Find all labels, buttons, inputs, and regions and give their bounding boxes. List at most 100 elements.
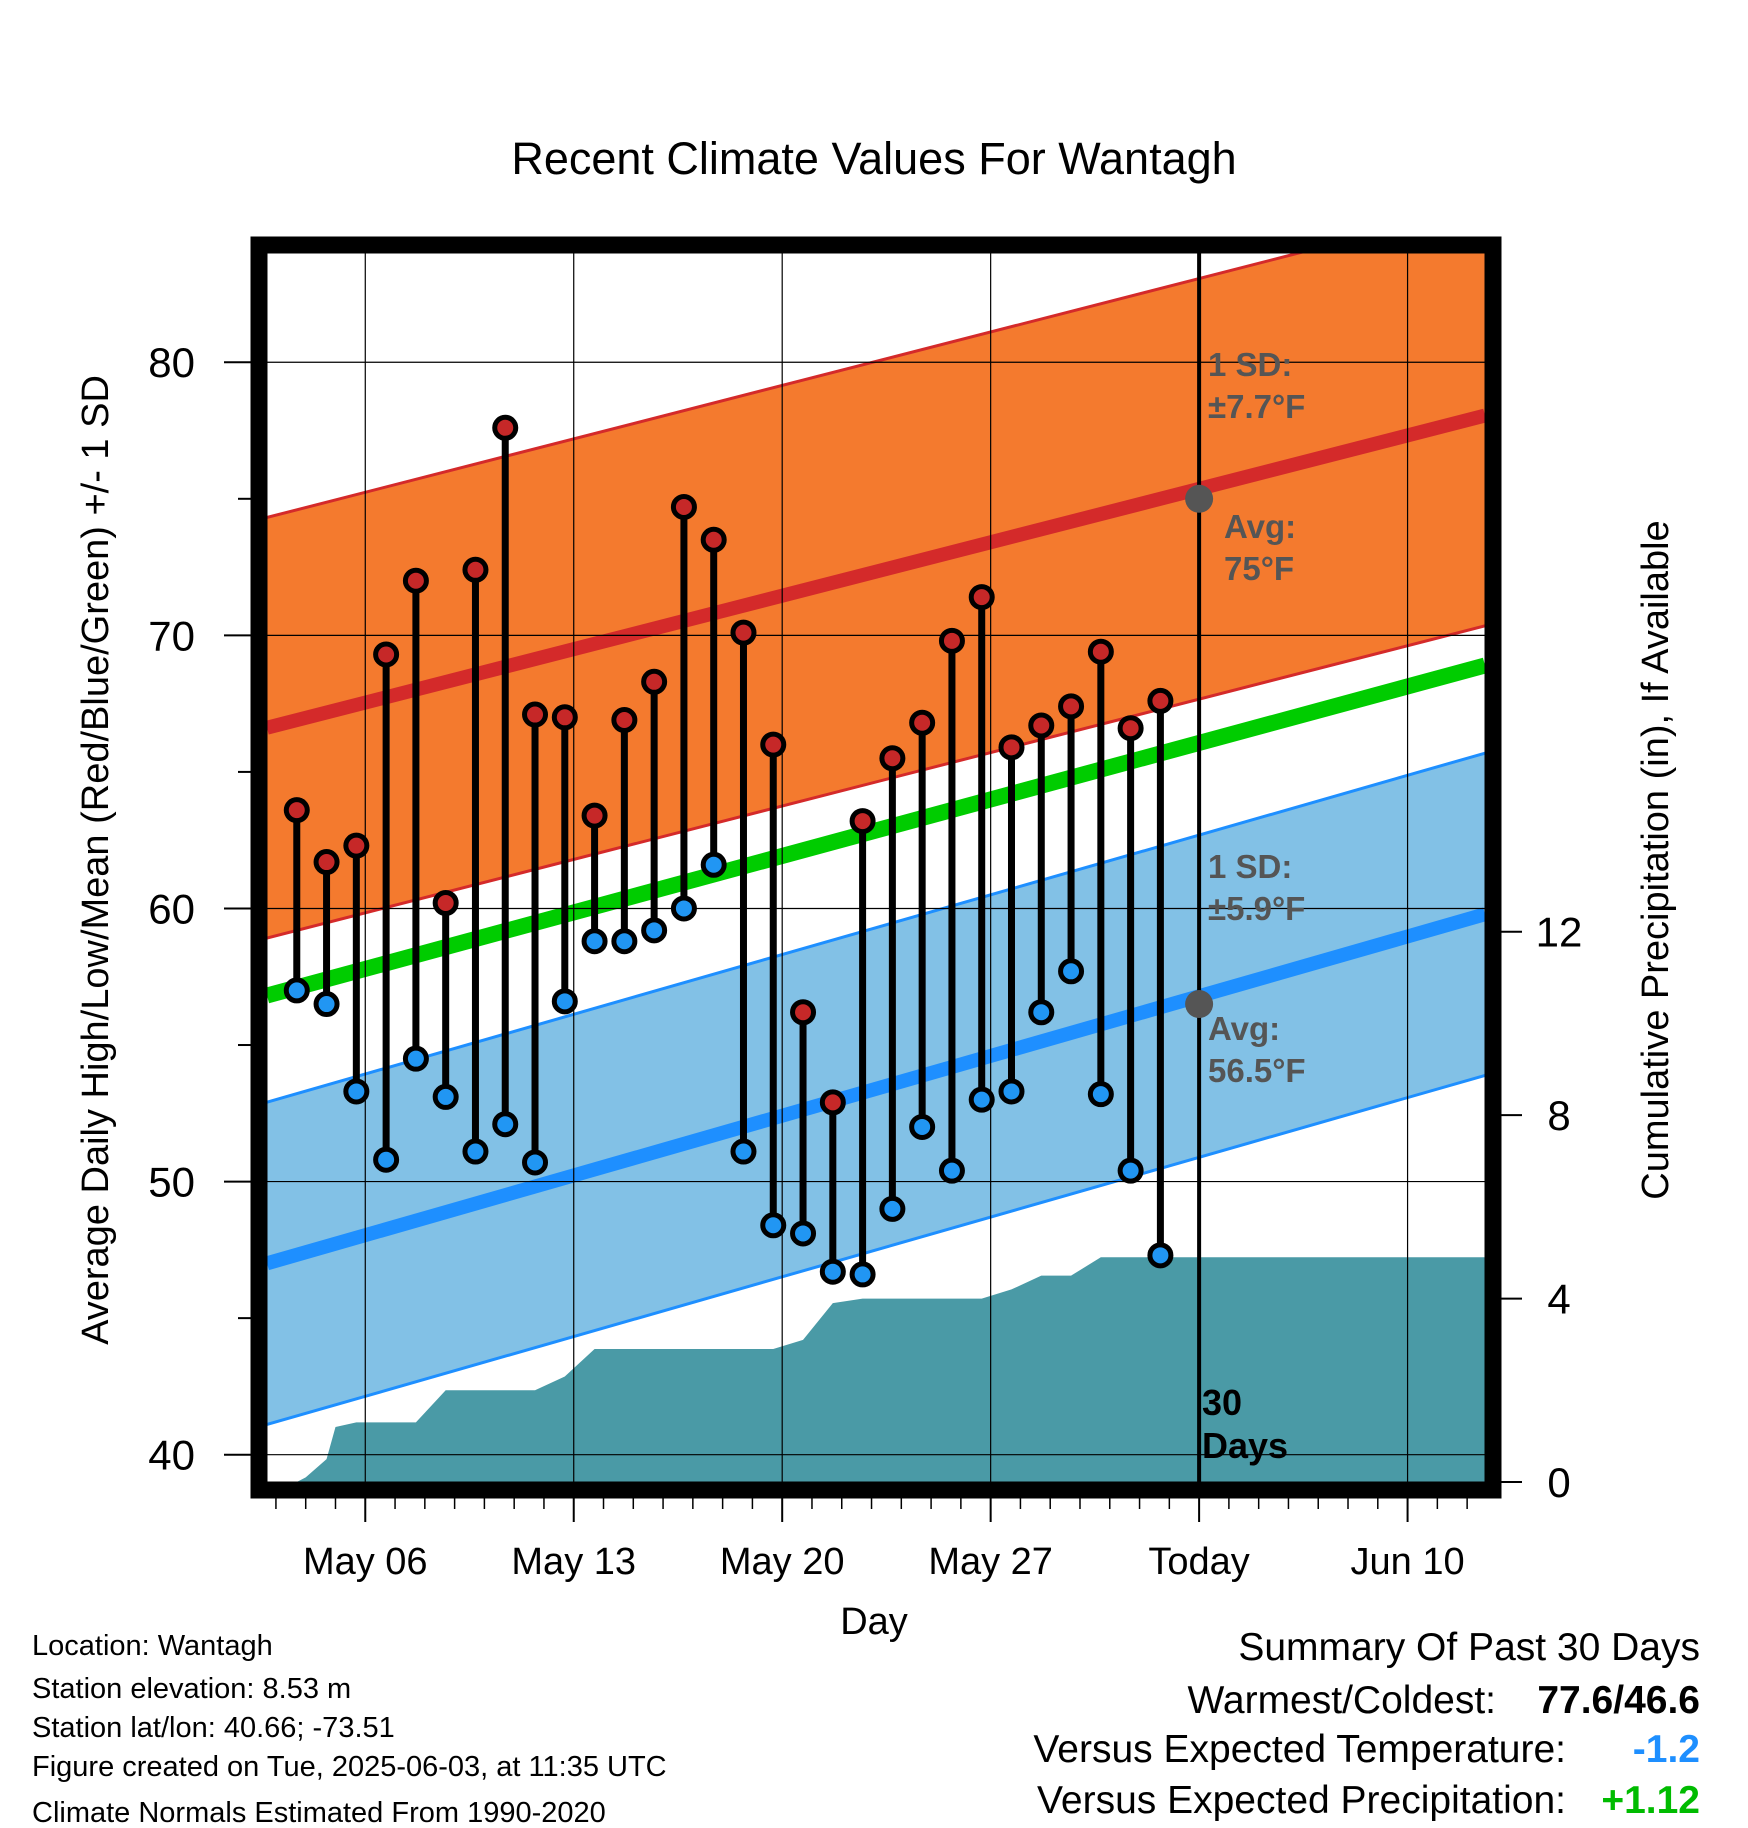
annotation-high-sd-value: ±7.7°F: [1208, 388, 1305, 425]
daily-low-point: [968, 1086, 995, 1113]
y-tick-label-left: 70: [148, 612, 195, 659]
data-marks: [283, 243, 1214, 1482]
annotation-days-label: Days: [1202, 1425, 1288, 1466]
daily-high-point: [938, 627, 965, 654]
annotation-low-sd-label: 1 SD:: [1208, 848, 1292, 885]
daily-high-point: [849, 808, 876, 835]
daily-low-point: [373, 1146, 400, 1173]
daily-low-point: [998, 1078, 1025, 1105]
daily-high-point: [1117, 715, 1144, 742]
normal-mean-line: [267, 657, 1485, 1004]
daily-high-point: [462, 556, 489, 583]
daily-high-point: [1087, 638, 1114, 665]
daily-high-point: [670, 493, 697, 520]
today-normal-low-marker: [1185, 990, 1214, 1019]
annotation-high-avg-value: 75°F: [1224, 550, 1294, 587]
annotations: 1 SD: ±7.7°F Avg: 75°F 1 SD: ±5.9°F Avg: 56.5°F…: [1202, 346, 1306, 1466]
x-tick-label: May 13: [511, 1541, 636, 1583]
daily-low-point: [909, 1113, 936, 1140]
daily-high-point: [1147, 687, 1174, 714]
summary-block: Summary Of Past 30 Days Warmest/Coldest:…: [1033, 1626, 1700, 1822]
y-tick-label-left: 80: [148, 339, 195, 386]
daily-high-point: [819, 1089, 846, 1116]
info-latlon: Station lat/lon: 40.66; -73.51: [32, 1712, 395, 1744]
daily-low-point: [581, 928, 608, 955]
daily-high-point: [492, 414, 519, 441]
y-tick-label-right: 8: [1547, 1092, 1570, 1139]
high-band-lower-edge: [267, 624, 1485, 940]
daily-low-point: [402, 1045, 429, 1072]
daily-low-point: [760, 1212, 787, 1239]
info-normals: Climate Normals Estimated From 1990-2020: [32, 1797, 606, 1828]
daily-low-point: [849, 1261, 876, 1288]
daily-high-point: [581, 802, 608, 829]
y-tick-label-right: 4: [1547, 1276, 1570, 1323]
summary-precip-value: +1.12: [1601, 1779, 1700, 1822]
daily-high-point: [641, 668, 668, 695]
summary-warm-cold-label: Warmest/Coldest:: [1188, 1679, 1496, 1722]
daily-high-point: [522, 701, 549, 728]
daily-high-point: [402, 567, 429, 594]
station-info: Location: Wantagh Station elevation: 8.5…: [32, 1630, 667, 1828]
x-tick-label: May 27: [928, 1541, 1053, 1583]
annotation-low-avg-value: 56.5°F: [1208, 1052, 1306, 1089]
axes: 40 50 60 70 80 0 4 8 12 May 06 May 13 May 20 May 27 T…: [148, 339, 1582, 1583]
summary-warm-cold-value: 77.6/46.6: [1537, 1679, 1700, 1722]
daily-high-point: [1028, 712, 1055, 739]
y-tick-label-right: 12: [1536, 909, 1583, 956]
daily-high-point: [313, 849, 340, 876]
daily-low-point: [462, 1138, 489, 1165]
x-tick-label: May 20: [720, 1541, 845, 1583]
daily-high-point: [790, 999, 817, 1026]
chart-title: Recent Climate Values For Wantagh: [511, 133, 1236, 184]
daily-low-point: [1147, 1242, 1174, 1269]
summary-temp-value: -1.2: [1633, 1728, 1700, 1771]
grid-lines: [267, 253, 1485, 1482]
today-normal-high-marker: [1185, 484, 1214, 513]
annotation-low-sd-value: ±5.9°F: [1208, 890, 1305, 927]
daily-low-point: [1087, 1081, 1114, 1108]
info-location: Location: Wantagh: [32, 1630, 273, 1662]
normal-high-sd-band: [267, 253, 1485, 939]
y-axis-label-right: Cumulative Precipitation (in), If Availa…: [1635, 520, 1677, 1199]
daily-low-point: [730, 1138, 757, 1165]
daily-low-point: [1028, 999, 1055, 1026]
annotation-days-count: 30: [1202, 1382, 1242, 1423]
daily-low-point: [938, 1157, 965, 1184]
daily-low-point: [670, 895, 697, 922]
daily-high-point: [1058, 693, 1085, 720]
daily-high-point: [879, 745, 906, 772]
x-axis-label: Day: [840, 1601, 908, 1643]
daily-high-point: [343, 832, 370, 859]
daily-high-point: [611, 707, 638, 734]
normal-high-line: [267, 408, 1485, 735]
daily-low-point: [1058, 958, 1085, 985]
daily-low-point: [1117, 1157, 1144, 1184]
daily-low-point: [700, 851, 727, 878]
daily-low-point: [343, 1078, 370, 1105]
daily-high-point: [373, 641, 400, 668]
annotation-high-avg-label: Avg:: [1224, 508, 1296, 545]
daily-high-point: [730, 619, 757, 646]
info-elevation: Station elevation: 8.53 m: [32, 1673, 351, 1705]
annotation-high-sd-label: 1 SD:: [1208, 346, 1292, 383]
daily-high-point: [968, 584, 995, 611]
daily-low-point: [819, 1258, 846, 1285]
normal-low-line: [267, 907, 1485, 1271]
summary-title: Summary Of Past 30 Days: [1238, 1626, 1700, 1669]
daily-high-point: [998, 734, 1025, 761]
daily-low-point: [283, 977, 310, 1004]
info-created: Figure created on Tue, 2025-06-03, at 11…: [32, 1751, 667, 1783]
daily-high-point: [283, 797, 310, 824]
daily-low-point: [879, 1195, 906, 1222]
y-axis-label-left: Average Daily High/Low/Mean (Red/Blue/Gr…: [75, 375, 117, 1345]
daily-high-point: [909, 709, 936, 736]
y-tick-label-left: 40: [148, 1432, 195, 1479]
daily-low-point: [492, 1111, 519, 1138]
daily-high-point: [700, 526, 727, 553]
x-tick-label: Today: [1148, 1541, 1249, 1583]
cumulative-precip-area: [267, 1257, 1485, 1482]
high-band-upper-edge: [267, 253, 1305, 519]
y-tick-label-left: 50: [148, 1159, 195, 1206]
low-band-upper-edge: [267, 751, 1485, 1104]
